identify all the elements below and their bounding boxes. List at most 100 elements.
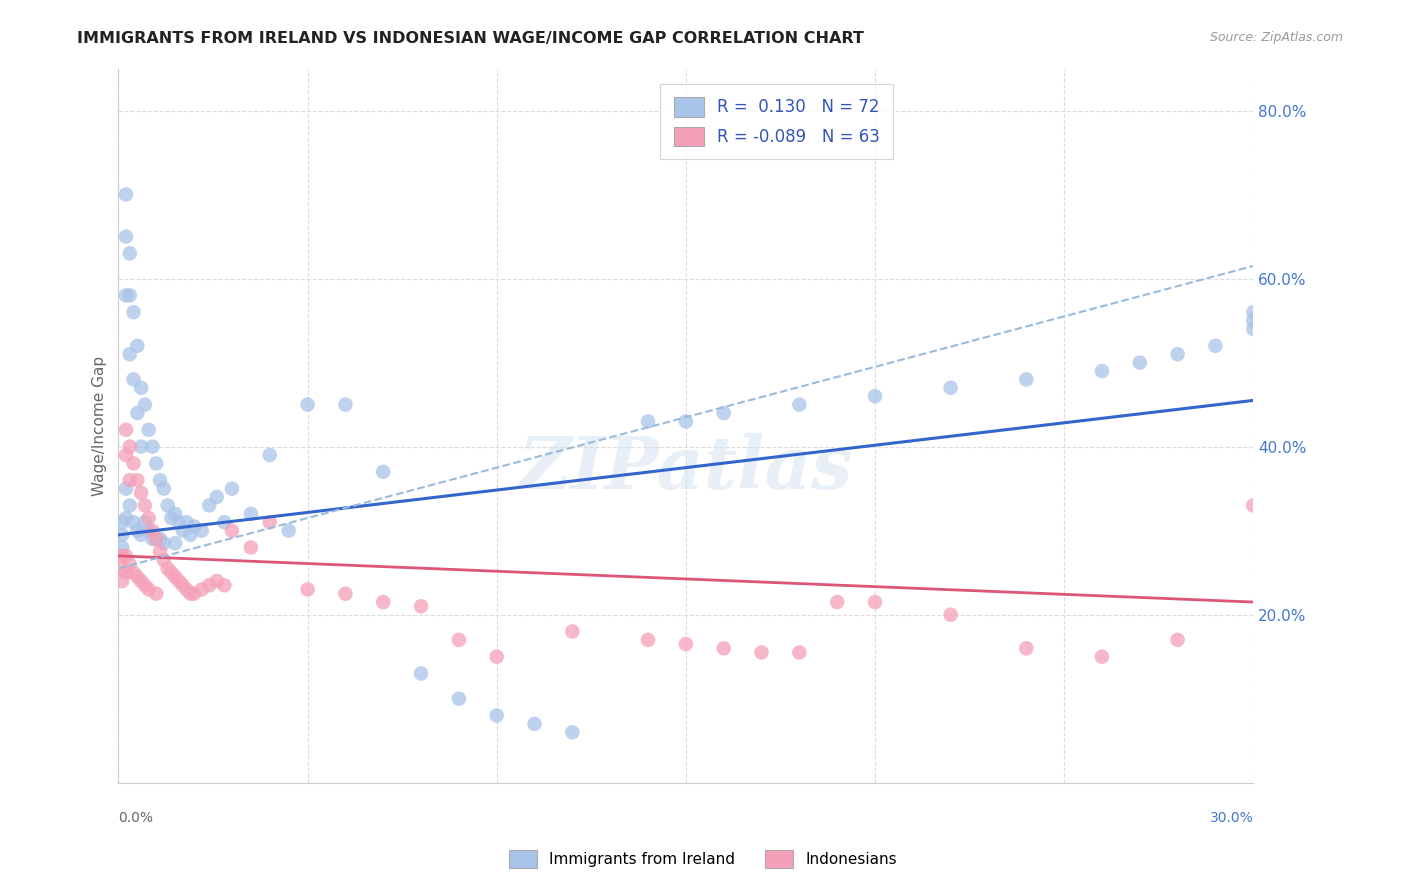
Point: [129, 574, 152, 588]
Point: [172, 524, 194, 538]
Point: [115, 448, 138, 462]
Point: [115, 511, 138, 525]
Point: [115, 566, 138, 580]
Point: [122, 305, 145, 319]
Y-axis label: Wage/Income Gap: Wage/Income Gap: [93, 356, 107, 496]
Point: [863, 595, 886, 609]
Point: [485, 708, 508, 723]
Point: [127, 570, 149, 584]
Point: [751, 645, 773, 659]
Point: [149, 473, 172, 487]
Point: [127, 524, 149, 538]
Point: [675, 637, 697, 651]
Point: [141, 440, 163, 454]
Point: [1129, 355, 1152, 369]
Point: [447, 691, 470, 706]
Point: [1167, 347, 1189, 361]
Point: [141, 532, 163, 546]
Point: [122, 372, 145, 386]
Point: [111, 574, 134, 588]
Point: [134, 398, 156, 412]
Text: IMMIGRANTS FROM IRELAND VS INDONESIAN WAGE/INCOME GAP CORRELATION CHART: IMMIGRANTS FROM IRELAND VS INDONESIAN WA…: [77, 31, 865, 46]
Point: [111, 549, 134, 563]
Point: [675, 414, 697, 428]
Point: [561, 725, 583, 739]
Point: [115, 549, 138, 563]
Point: [221, 524, 243, 538]
Legend: Immigrants from Ireland, Indonesians: Immigrants from Ireland, Indonesians: [503, 844, 903, 873]
Point: [127, 473, 149, 487]
Point: [118, 473, 141, 487]
Point: [165, 507, 187, 521]
Point: [297, 398, 319, 412]
Point: [1204, 339, 1226, 353]
Point: [523, 717, 546, 731]
Point: [1241, 305, 1264, 319]
Point: [409, 666, 432, 681]
Text: 30.0%: 30.0%: [1209, 811, 1253, 825]
Point: [1091, 364, 1114, 378]
Point: [111, 541, 134, 555]
Point: [1393, 637, 1406, 651]
Point: [145, 532, 167, 546]
Point: [205, 574, 228, 588]
Point: [134, 515, 156, 529]
Point: [153, 553, 176, 567]
Point: [149, 532, 172, 546]
Point: [1167, 632, 1189, 647]
Point: [1241, 499, 1264, 513]
Legend: R =  0.130   N = 72, R = -0.089   N = 63: R = 0.130 N = 72, R = -0.089 N = 63: [661, 84, 893, 159]
Point: [713, 406, 735, 420]
Point: [115, 187, 138, 202]
Point: [176, 582, 198, 597]
Point: [118, 440, 141, 454]
Point: [134, 578, 156, 592]
Point: [138, 511, 160, 525]
Point: [939, 381, 962, 395]
Point: [297, 582, 319, 597]
Text: ZIPatlas: ZIPatlas: [519, 433, 853, 504]
Point: [637, 632, 659, 647]
Point: [172, 578, 194, 592]
Point: [138, 582, 160, 597]
Point: [167, 515, 190, 529]
Point: [335, 587, 357, 601]
Point: [863, 389, 886, 403]
Point: [373, 595, 395, 609]
Point: [122, 515, 145, 529]
Point: [409, 599, 432, 614]
Point: [138, 423, 160, 437]
Point: [1015, 372, 1038, 386]
Point: [111, 515, 134, 529]
Point: [138, 524, 160, 538]
Point: [485, 649, 508, 664]
Point: [153, 536, 176, 550]
Point: [111, 528, 134, 542]
Point: [789, 645, 811, 659]
Point: [198, 499, 221, 513]
Point: [221, 482, 243, 496]
Point: [165, 536, 187, 550]
Point: [118, 558, 141, 572]
Point: [134, 499, 156, 513]
Point: [167, 574, 190, 588]
Point: [190, 524, 212, 538]
Point: [141, 524, 163, 538]
Point: [115, 423, 138, 437]
Point: [277, 524, 299, 538]
Point: [149, 544, 172, 558]
Point: [153, 482, 176, 496]
Point: [122, 566, 145, 580]
Point: [447, 632, 470, 647]
Point: [127, 406, 149, 420]
Point: [939, 607, 962, 622]
Point: [713, 641, 735, 656]
Point: [115, 482, 138, 496]
Point: [118, 288, 141, 302]
Point: [239, 507, 262, 521]
Point: [156, 499, 179, 513]
Point: [637, 414, 659, 428]
Point: [145, 532, 167, 546]
Point: [118, 347, 141, 361]
Point: [205, 490, 228, 504]
